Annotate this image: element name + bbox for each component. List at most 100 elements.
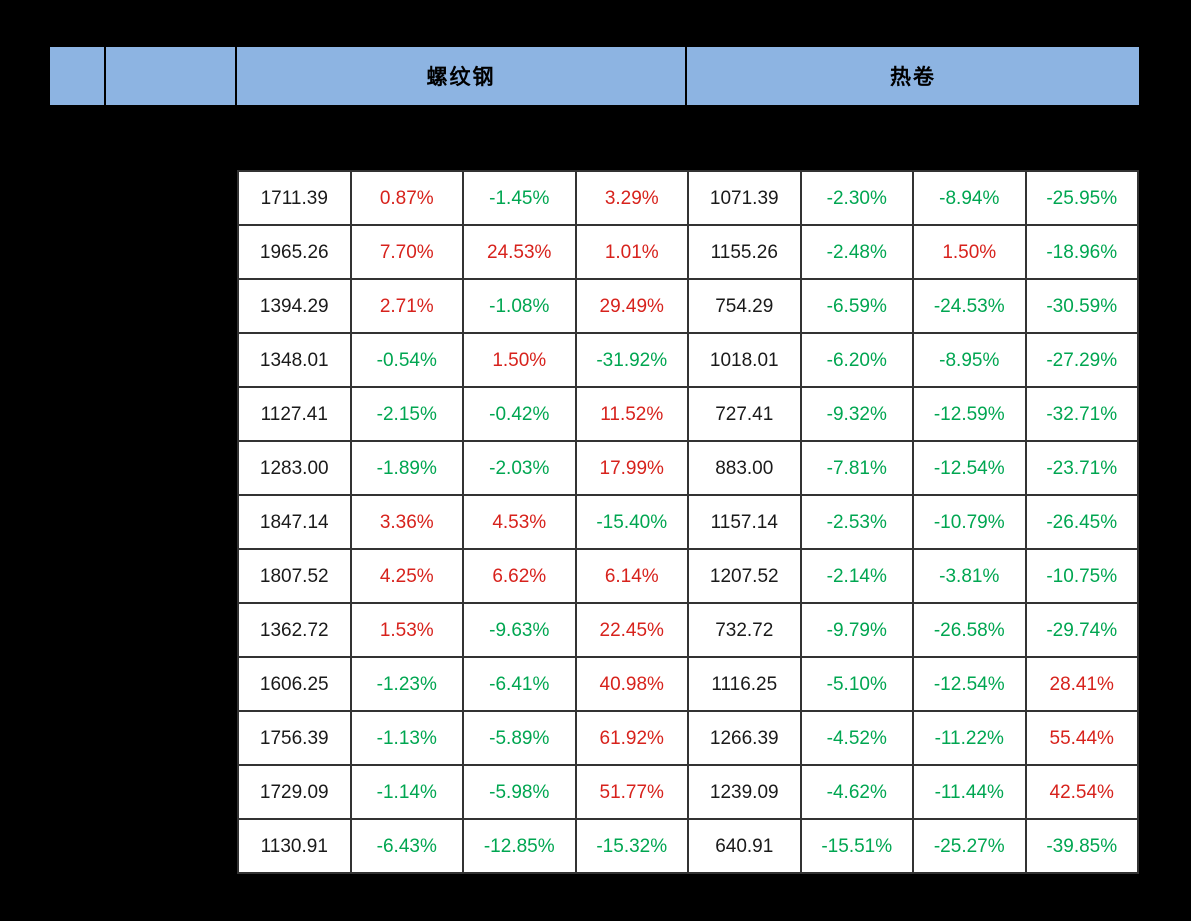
pct-change-cell: -8.95% [912, 334, 1025, 386]
price-cell: 1018.01 [687, 334, 800, 386]
price-cell: 640.91 [687, 820, 800, 872]
table-header-band: 螺纹钢 热卷 [50, 47, 1139, 105]
pct-change-cell: -2.03% [462, 442, 575, 494]
pct-change-cell: 3.36% [349, 496, 463, 548]
price-cell: 1130.91 [260, 835, 328, 857]
price-cell: 1157.14 [687, 496, 800, 548]
pct-change-cell: -39.85% [1024, 820, 1138, 872]
pct-change-cell: -4.52% [799, 712, 913, 764]
pct-change-cell: -26.58% [912, 604, 1025, 656]
pct-change-cell: 29.49% [574, 280, 688, 332]
pct-change-cell: -30.59% [1024, 280, 1138, 332]
price-cell: 1348.01 [259, 349, 329, 371]
price-cell: 1807.52 [259, 565, 329, 587]
pct-change-cell: -9.32% [799, 388, 913, 440]
data-table: 1711.39 0.87% -1.45% 3.29% 1071.39 -2.30% -8.9… [237, 170, 1139, 874]
pct-change-cell: -1.14% [349, 766, 463, 818]
pct-change-cell: 4.25% [349, 550, 463, 602]
price-cell: 1116.25 [687, 658, 800, 710]
pct-change-cell: -1.23% [349, 658, 463, 710]
pct-change-cell: 0.87% [349, 172, 463, 224]
pct-change-cell: 55.44% [1024, 712, 1138, 764]
pct-change-cell: -18.96% [1024, 226, 1138, 278]
pct-change-cell: 1.50% [462, 334, 575, 386]
table-row: 1729.09 -1.14% -5.98% 51.77% 1239.09 -4.62% -1… [239, 764, 1137, 818]
pct-change-cell: -26.45% [1024, 496, 1138, 548]
pct-change-cell: 6.62% [462, 550, 575, 602]
price-cell: 1071.39 [687, 172, 800, 224]
pct-change-cell: -6.20% [799, 334, 913, 386]
pct-change-cell: -15.32% [574, 820, 688, 872]
pct-change-cell: -2.15% [349, 388, 463, 440]
header-group-hot-coil: 热卷 [687, 47, 1139, 105]
pct-change-cell: -1.45% [462, 172, 575, 224]
pct-change-cell: 51.77% [574, 766, 688, 818]
price-cell: 1394.29 [259, 295, 329, 317]
pct-change-cell: -10.75% [1024, 550, 1138, 602]
pct-change-cell: -12.54% [912, 658, 1025, 710]
pct-change-cell: 6.14% [574, 550, 688, 602]
pct-change-cell: -9.79% [799, 604, 913, 656]
pct-change-cell: -2.48% [799, 226, 913, 278]
pct-change-cell: -8.94% [912, 172, 1025, 224]
pct-change-cell: 40.98% [574, 658, 688, 710]
pct-change-cell: -27.29% [1024, 334, 1138, 386]
pct-change-cell: -25.27% [912, 820, 1025, 872]
header-group-rebar: 螺纹钢 [237, 47, 687, 105]
price-cell: 1266.39 [687, 712, 800, 764]
pct-change-cell: -1.13% [349, 712, 463, 764]
pct-change-cell: 7.70% [349, 226, 463, 278]
table-row: 1362.72 1.53% -9.63% 22.45% 732.72 -9.79% -26.… [239, 602, 1137, 656]
price-cell: 1362.72 [259, 619, 329, 641]
rebar-group-label: 螺纹钢 [426, 66, 496, 89]
pct-change-cell: 11.52% [574, 388, 688, 440]
price-cell: 1729.09 [259, 781, 329, 803]
pct-change-cell: -11.22% [912, 712, 1025, 764]
pct-change-cell: -12.54% [912, 442, 1025, 494]
pct-change-cell: 42.54% [1024, 766, 1138, 818]
pct-change-cell: -3.81% [912, 550, 1025, 602]
table-row: 1130.91 -6.43% -12.85% -15.32% 640.91 -15.51%… [239, 818, 1137, 872]
pct-change-cell: 22.45% [574, 604, 688, 656]
price-cell: 1965.26 [259, 241, 329, 263]
header-cell-blank-2 [106, 47, 237, 105]
table-row: 1606.25 -1.23% -6.41% 40.98% 1116.25 -5.10% -1… [239, 656, 1137, 710]
price-cell: 1756.39 [259, 727, 329, 749]
price-cell: 1155.26 [687, 226, 800, 278]
table-row: 1711.39 0.87% -1.45% 3.29% 1071.39 -2.30% -8.9… [239, 172, 1137, 224]
pct-change-cell: -6.59% [799, 280, 913, 332]
hot-coil-group-label: 热卷 [890, 66, 936, 89]
header-cell-blank-1 [50, 47, 106, 105]
pct-change-cell: 1.53% [349, 604, 463, 656]
price-cell: 1283.00 [259, 457, 329, 479]
pct-change-cell: 1.50% [912, 226, 1025, 278]
pct-change-cell: -2.53% [799, 496, 913, 548]
pct-change-cell: 61.92% [574, 712, 688, 764]
table-row: 1394.29 2.71% -1.08% 29.49% 754.29 -6.59% -24.… [239, 278, 1137, 332]
pct-change-cell: -4.62% [799, 766, 913, 818]
table-row: 1127.41 -2.15% -0.42% 11.52% 727.41 -9.32% -12… [239, 386, 1137, 440]
pct-change-cell: -32.71% [1024, 388, 1138, 440]
price-cell: 1606.25 [259, 673, 329, 695]
pct-change-cell: -25.95% [1024, 172, 1138, 224]
price-cell: 732.72 [687, 604, 800, 656]
pct-change-cell: -1.08% [462, 280, 575, 332]
table-row: 1807.52 4.25% 6.62% 6.14% 1207.52 -2.14% -3.81… [239, 548, 1137, 602]
pct-change-cell: -1.89% [349, 442, 463, 494]
pct-change-cell: -31.92% [574, 334, 688, 386]
pct-change-cell: -6.41% [462, 658, 575, 710]
price-cell: 727.41 [687, 388, 800, 440]
pct-change-cell: 1.01% [574, 226, 688, 278]
price-cell: 883.00 [687, 442, 800, 494]
price-cell: 1127.41 [260, 403, 328, 425]
table-row: 1283.00 -1.89% -2.03% 17.99% 883.00 -7.81% -12… [239, 440, 1137, 494]
pct-change-cell: -11.44% [912, 766, 1025, 818]
pct-change-cell: -0.42% [462, 388, 575, 440]
pct-change-cell: -10.79% [912, 496, 1025, 548]
table-row: 1965.26 7.70% 24.53% 1.01% 1155.26 -2.48% 1.50… [239, 224, 1137, 278]
pct-change-cell: -15.51% [799, 820, 913, 872]
table-row: 1756.39 -1.13% -5.89% 61.92% 1266.39 -4.52% -1… [239, 710, 1137, 764]
price-cell: 1847.14 [259, 511, 329, 533]
pct-change-cell: 24.53% [462, 226, 575, 278]
pct-change-cell: 4.53% [462, 496, 575, 548]
